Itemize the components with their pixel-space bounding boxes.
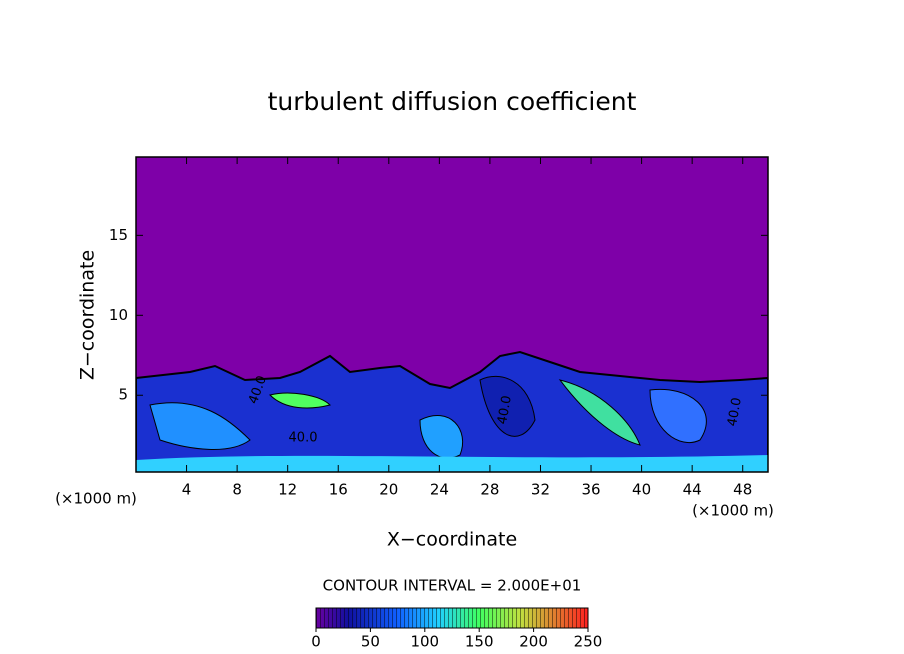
x-tick-label: 40 xyxy=(632,481,651,499)
colorbar-frame xyxy=(315,607,589,629)
turbulent-layer xyxy=(136,350,768,472)
surface-layer xyxy=(136,455,768,472)
contour-label: 40.0 xyxy=(725,396,745,427)
colorbar-tick-label: 100 xyxy=(410,633,439,651)
field xyxy=(136,157,768,472)
contour-label: 40.0 xyxy=(495,394,515,425)
x-tick-label: 44 xyxy=(683,481,702,499)
y-tick-label: 5 xyxy=(118,386,128,404)
x-tick-label: 12 xyxy=(278,481,297,499)
eddy xyxy=(479,375,536,437)
contour-interval: CONTOUR INTERVAL = 2.000E+01 xyxy=(323,577,582,595)
x-tick-label: 48 xyxy=(733,481,752,499)
x-tick-label: 4 xyxy=(182,481,192,499)
y-tick-label: 10 xyxy=(109,306,128,324)
y-tick-label: 15 xyxy=(109,226,128,244)
x-tick-label: 36 xyxy=(581,481,600,499)
x-tick-label: 32 xyxy=(531,481,550,499)
y-axis-label: Z−coordinate xyxy=(77,250,99,380)
plot-frame xyxy=(135,156,769,473)
x-unit-label: (×1000 m) xyxy=(692,502,774,520)
contour-label: 40.0 xyxy=(289,431,318,446)
eddy xyxy=(558,379,641,446)
x-tick-label: 28 xyxy=(480,481,499,499)
x-tick-label: 24 xyxy=(430,481,449,499)
colorbar-tick-label: 0 xyxy=(311,633,321,651)
x-axis-label: X−coordinate xyxy=(387,529,517,551)
x-unit-label: (×1000 m) xyxy=(55,490,137,508)
chart-title: turbulent diffusion coefficient xyxy=(268,87,637,116)
x-tick-label: 20 xyxy=(379,481,398,499)
eddy xyxy=(149,402,251,450)
eddy xyxy=(269,392,331,409)
eddy xyxy=(419,414,464,459)
x-tick-label: 16 xyxy=(329,481,348,499)
colorbar-tick-label: 150 xyxy=(465,633,494,651)
colorbar-tick-label: 250 xyxy=(574,633,603,651)
colorbar-tick-label: 200 xyxy=(519,633,548,651)
x-tick-label: 8 xyxy=(232,481,242,499)
colorbar-tick-label: 50 xyxy=(361,633,380,651)
eddy xyxy=(649,388,707,443)
